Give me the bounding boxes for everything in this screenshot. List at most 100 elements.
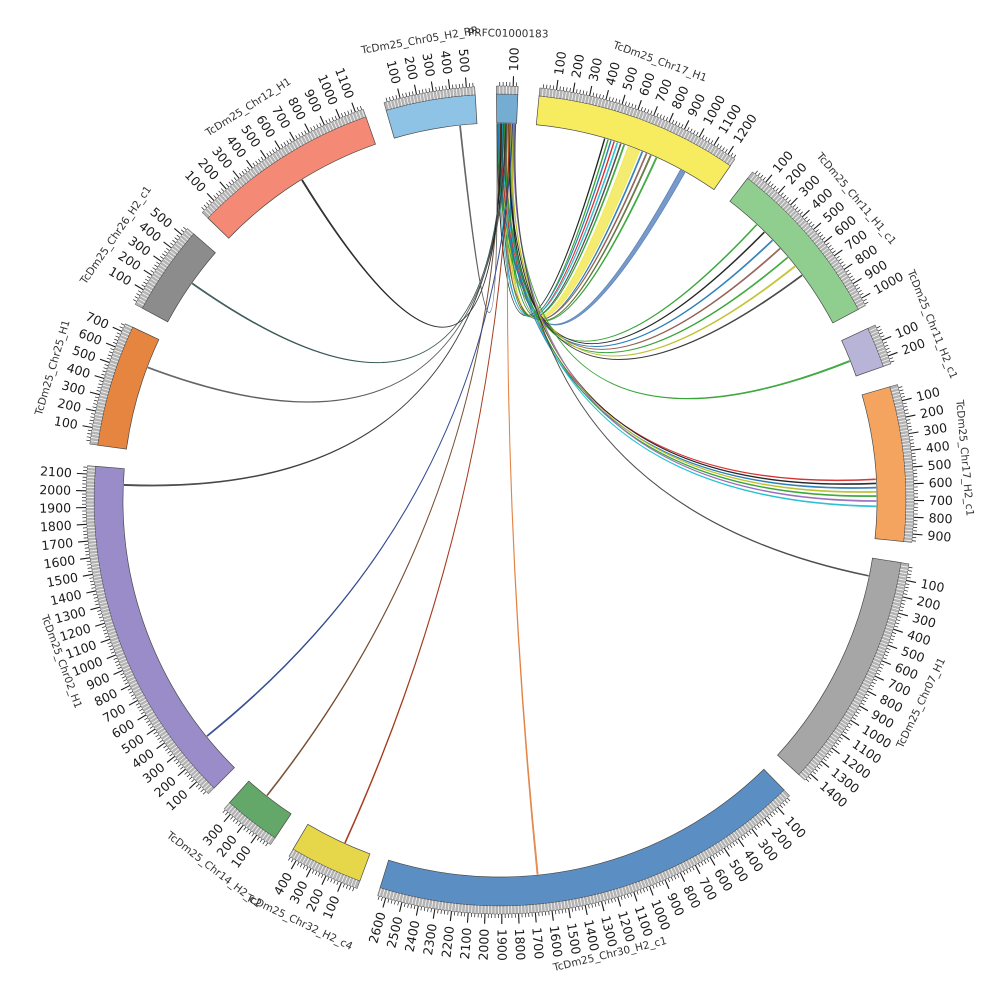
minor-tick [97, 390, 101, 391]
major-tick [695, 865, 700, 874]
minor-tick [183, 227, 186, 230]
minor-tick [762, 820, 765, 823]
minor-tick [651, 111, 652, 115]
minor-tick [388, 899, 389, 903]
tick-label: 200 [919, 402, 945, 421]
major-tick [129, 700, 138, 705]
minor-tick [611, 899, 612, 903]
minor-tick [85, 551, 89, 552]
minor-tick [886, 348, 890, 349]
segment-TcDm25_Chr11_H1_c1: 1002003004005006007008009001000TcDm25_Ch… [730, 148, 906, 323]
minor-tick [760, 175, 763, 178]
tick-label: 900 [927, 528, 952, 545]
minor-tick [419, 90, 420, 94]
minor-tick [605, 901, 606, 905]
minor-tick [851, 279, 854, 281]
minor-tick [856, 287, 859, 289]
minor-tick [621, 896, 622, 900]
minor-tick [108, 355, 112, 356]
axis-hatch [905, 527, 913, 528]
minor-tick [93, 404, 97, 405]
minor-tick [758, 173, 760, 176]
minor-tick [120, 673, 124, 675]
minor-tick [735, 841, 737, 844]
minor-tick [266, 843, 268, 846]
major-tick [106, 343, 115, 347]
minor-tick [100, 620, 104, 621]
minor-tick [91, 584, 95, 585]
minor-tick [206, 202, 209, 205]
major-tick [466, 77, 467, 87]
minor-tick [252, 833, 254, 836]
minor-tick [891, 636, 895, 637]
minor-tick [198, 787, 201, 790]
major-tick [790, 198, 797, 205]
minor-tick [849, 276, 852, 278]
minor-tick [876, 673, 880, 675]
minor-tick [170, 754, 173, 756]
tick-label: 200 [568, 53, 587, 79]
major-tick [207, 193, 214, 200]
minor-tick [592, 904, 593, 908]
major-tick [416, 906, 418, 916]
major-tick [174, 228, 182, 234]
major-tick [832, 748, 840, 754]
major-tick [352, 103, 355, 112]
minor-tick [94, 597, 98, 598]
minor-tick [696, 132, 698, 136]
minor-tick [133, 697, 137, 699]
major-tick [810, 774, 818, 781]
minor-tick [115, 661, 119, 663]
major-tick [654, 106, 658, 115]
minor-tick [909, 567, 913, 568]
minor-tick [811, 224, 814, 227]
major-tick [433, 909, 435, 919]
minor-tick [257, 837, 259, 840]
minor-tick [120, 327, 124, 329]
minor-tick [624, 895, 625, 899]
minor-tick [144, 718, 147, 720]
minor-tick [275, 148, 277, 151]
minor-tick [612, 98, 613, 102]
minor-tick [725, 149, 727, 152]
minor-tick [628, 103, 629, 107]
minor-tick [246, 829, 248, 832]
major-tick [80, 558, 90, 559]
minor-tick [780, 805, 783, 808]
minor-tick [86, 440, 90, 441]
minor-tick [204, 205, 207, 208]
minor-tick [103, 630, 107, 631]
major-tick [777, 807, 784, 814]
major-tick [178, 769, 186, 776]
minor-tick [870, 685, 874, 687]
link-PRFC01000183-to-TcDm25_Chr05_H2_RR [460, 124, 498, 313]
minor-tick [906, 420, 910, 421]
minor-tick [785, 800, 788, 803]
major-tick [398, 89, 400, 99]
minor-tick [90, 417, 94, 418]
minor-tick [185, 772, 188, 775]
minor-tick [830, 751, 833, 753]
major-tick [875, 676, 884, 680]
minor-tick [444, 910, 445, 914]
minor-tick [583, 90, 584, 94]
minor-tick [267, 153, 269, 156]
tick-label: 100 [915, 384, 942, 404]
minor-tick [663, 116, 665, 120]
minor-tick [87, 437, 91, 438]
minor-tick [162, 254, 165, 256]
minor-tick [145, 279, 148, 281]
minor-tick [820, 235, 823, 238]
minor-tick [436, 87, 437, 91]
minor-tick [848, 273, 851, 275]
minor-tick [291, 859, 293, 862]
minor-tick [136, 703, 139, 705]
major-tick [893, 629, 903, 632]
minor-tick [727, 846, 729, 849]
minor-tick [346, 885, 347, 889]
major-tick [414, 85, 416, 95]
minor-tick [247, 167, 249, 170]
minor-tick [177, 235, 180, 238]
minor-tick [438, 909, 439, 913]
